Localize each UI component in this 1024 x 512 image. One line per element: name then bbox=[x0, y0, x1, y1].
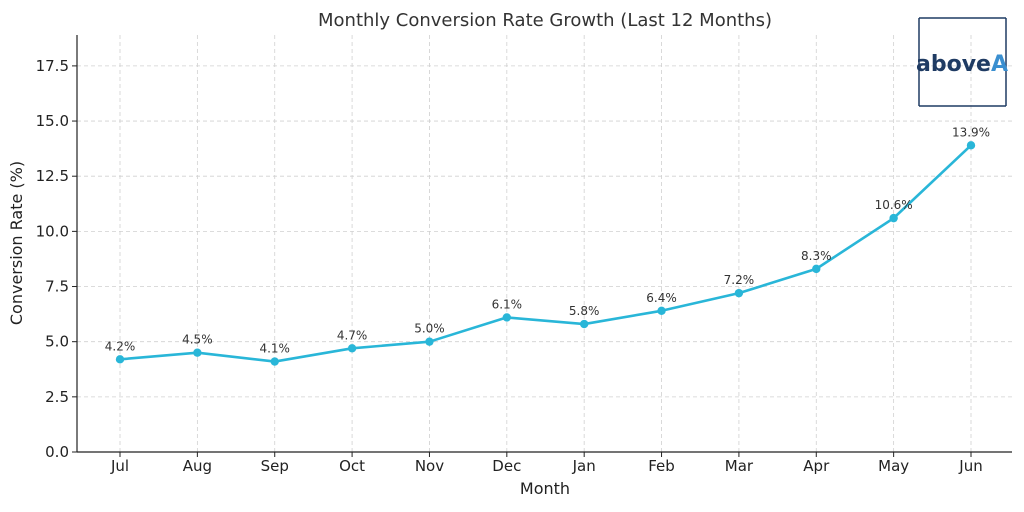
data-point bbox=[579, 319, 589, 329]
data-point bbox=[347, 344, 357, 353]
y-tick-label: 17.5 bbox=[36, 57, 69, 75]
data-point bbox=[657, 306, 666, 315]
data-label: 13.9% bbox=[952, 125, 990, 139]
data-point bbox=[734, 288, 744, 298]
data-label: 4.1% bbox=[259, 342, 290, 356]
x-tick-label: May bbox=[878, 457, 909, 475]
x-tick-label: Oct bbox=[339, 457, 365, 475]
y-tick-label: 5.0 bbox=[45, 333, 69, 351]
data-point bbox=[812, 264, 821, 274]
data-label: 6.1% bbox=[492, 297, 523, 311]
y-tick-label: 7.5 bbox=[45, 278, 69, 296]
series-line bbox=[119, 144, 972, 363]
data-label: 6.4% bbox=[646, 291, 677, 305]
logo-text-a: A bbox=[991, 52, 1008, 77]
data-point bbox=[270, 357, 279, 366]
x-tick-label: Jan bbox=[572, 457, 596, 475]
data-label: 5.8% bbox=[569, 304, 600, 318]
data-label: 4.7% bbox=[337, 328, 368, 342]
logo-text-above: above bbox=[916, 52, 991, 77]
data-label: 4.2% bbox=[105, 339, 136, 353]
data-label: 10.6% bbox=[875, 198, 913, 212]
data-label: 7.2% bbox=[724, 273, 755, 287]
data-point bbox=[889, 213, 898, 223]
data-label: 8.3% bbox=[801, 249, 832, 263]
brand-logo: aboveA bbox=[916, 17, 1008, 107]
x-axis-title: Month bbox=[520, 479, 570, 498]
data-point bbox=[425, 337, 434, 346]
y-axis-title: Conversion Rate (%) bbox=[7, 161, 26, 325]
data-point bbox=[115, 355, 125, 364]
data-labels: 4.2% 4.5% 4.1% 4.7% 5.0% 6.1% 5.8% 6.4% 7.2% 8.3%… bbox=[105, 125, 990, 355]
data-point bbox=[966, 141, 976, 150]
chart-title: Monthly Conversion Rate Growth (Last 12 … bbox=[318, 10, 772, 31]
x-ticks: Jul Aug Sep Oct Nov Dec Jan Feb Mar Apr May Jun bbox=[110, 452, 983, 475]
data-label: 5.0% bbox=[414, 322, 445, 336]
x-tick-label: Apr bbox=[803, 457, 830, 475]
grid bbox=[77, 35, 1012, 453]
data-point bbox=[502, 313, 512, 322]
data-point bbox=[193, 348, 202, 357]
x-tick-label: Jun bbox=[958, 457, 982, 475]
y-tick-label: 15.0 bbox=[36, 112, 69, 130]
series bbox=[115, 141, 976, 366]
x-tick-label: Sep bbox=[261, 457, 289, 475]
logo-text: aboveA bbox=[916, 52, 1008, 77]
x-tick-label: Nov bbox=[415, 457, 444, 475]
x-tick-label: Dec bbox=[492, 457, 521, 475]
data-label: 4.5% bbox=[182, 333, 213, 347]
y-tick-label: 2.5 bbox=[45, 388, 69, 406]
x-tick-label: Aug bbox=[183, 457, 212, 475]
x-tick-label: Jul bbox=[110, 457, 129, 475]
y-ticks: 0.0 2.5 5.0 7.5 10.0 12.5 15.0 17.5 bbox=[36, 57, 77, 461]
y-tick-label: 0.0 bbox=[45, 443, 69, 461]
x-tick-label: Mar bbox=[725, 457, 754, 475]
y-tick-label: 12.5 bbox=[36, 167, 69, 185]
axes bbox=[76, 35, 1012, 453]
y-tick-label: 10.0 bbox=[36, 222, 69, 240]
x-tick-label: Feb bbox=[648, 457, 675, 475]
